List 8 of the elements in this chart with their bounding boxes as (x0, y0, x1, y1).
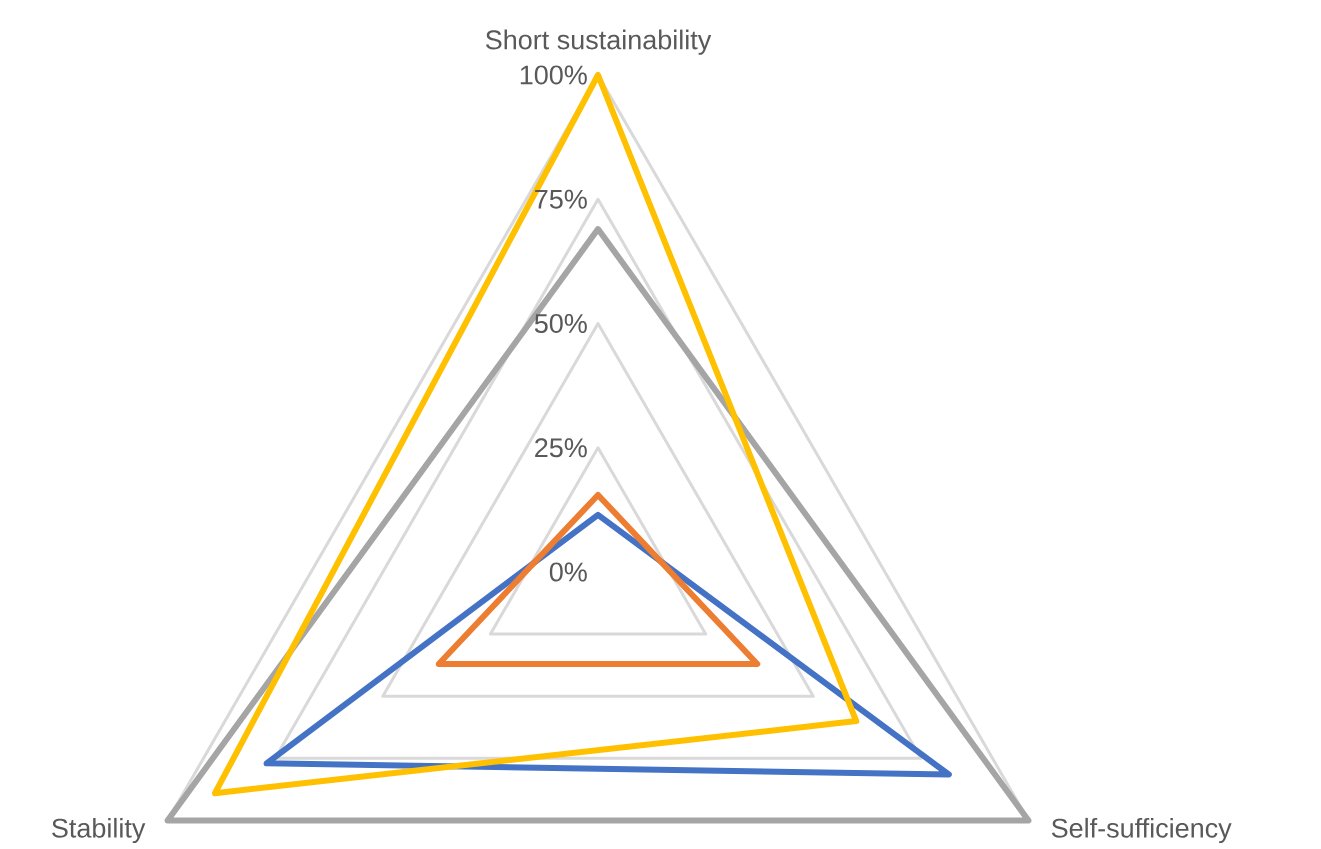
y-tick-label: 75% (535, 189, 587, 209)
spoke-label: Self-sufficiency (1051, 817, 1232, 844)
y-tick-label: 25% (535, 438, 587, 458)
y-tick-label: 0% (549, 562, 587, 582)
spoke-label: Stability (52, 817, 146, 844)
y-tick-label: 100% (520, 65, 587, 85)
spoke-label: Short sustainability (485, 29, 712, 55)
y-tick-label: 50% (534, 313, 587, 334)
